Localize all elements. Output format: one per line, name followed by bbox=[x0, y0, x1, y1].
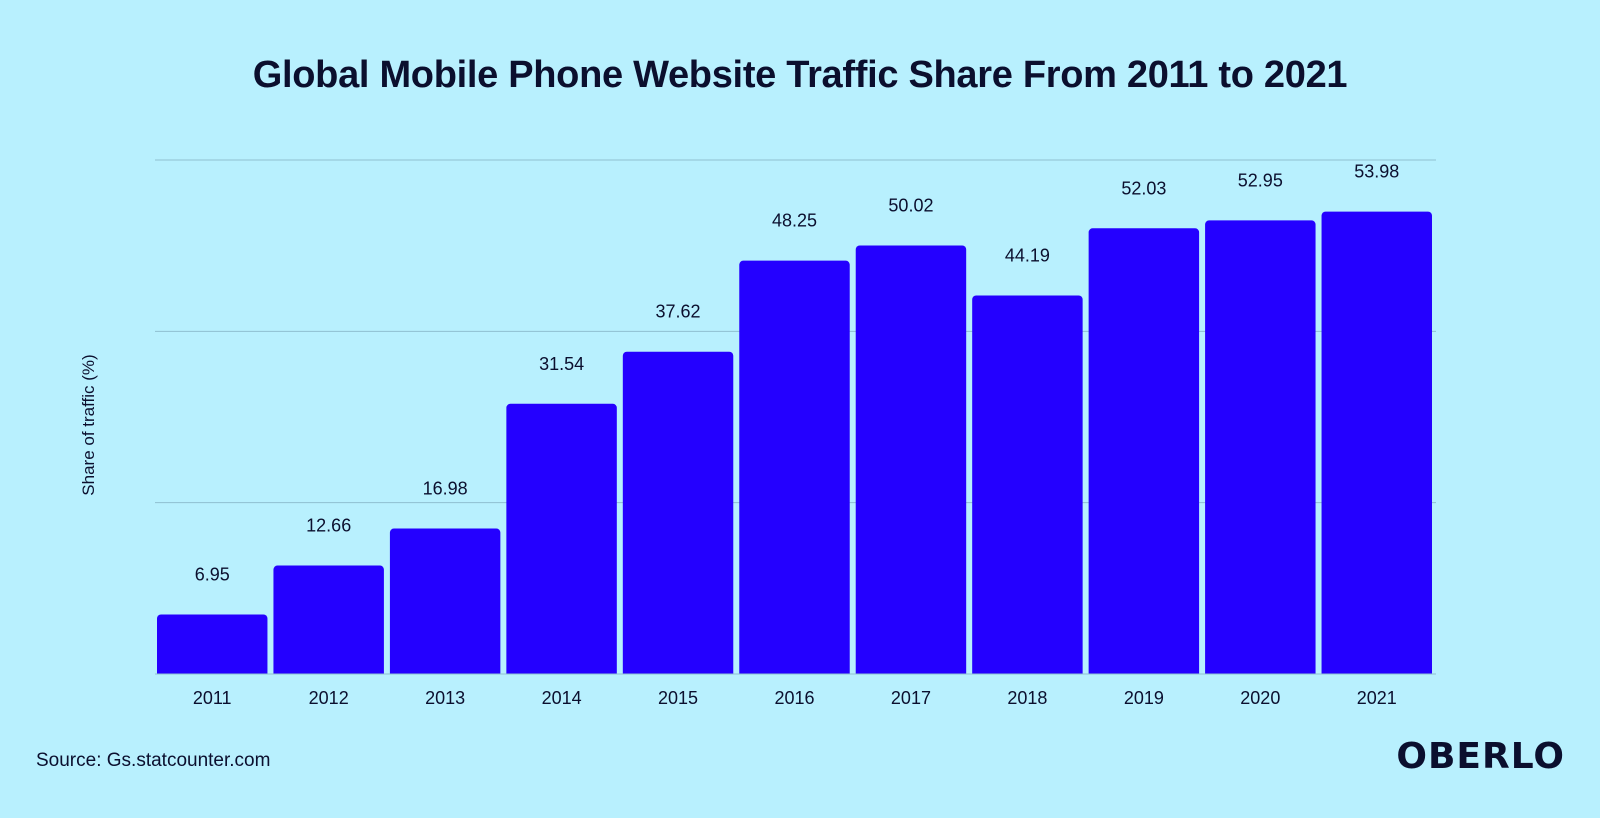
bar-2018 bbox=[972, 295, 1083, 678]
bar-2016 bbox=[739, 260, 850, 678]
x-tick-2013: 2013 bbox=[425, 688, 465, 708]
value-label-2012: 12.66 bbox=[306, 516, 351, 536]
value-label-2018: 44.19 bbox=[1005, 245, 1050, 265]
bar-2019 bbox=[1088, 228, 1200, 678]
bars bbox=[153, 211, 1438, 680]
bar-2013 bbox=[389, 528, 501, 678]
baseline-mask bbox=[153, 674, 1438, 680]
value-label-2016: 48.25 bbox=[772, 211, 817, 231]
source-note: Source: Gs.statcounter.com bbox=[36, 750, 271, 771]
bar-2020 bbox=[1205, 220, 1316, 678]
bar-2015 bbox=[622, 351, 734, 678]
value-labels: 6.95 12.66 16.98 31.54 37.62 48.25 50.02 44.19 5… bbox=[195, 162, 1400, 585]
value-label-2019: 52.03 bbox=[1121, 178, 1166, 198]
value-label-2013: 16.98 bbox=[423, 479, 468, 499]
x-tick-2016: 2016 bbox=[774, 688, 814, 708]
bar-2011 bbox=[157, 614, 268, 678]
oberlo-logo: OBERLO bbox=[1396, 736, 1565, 777]
x-tick-labels: 2011 2012 2013 2014 2015 2016 2017 2018 2019 2020… bbox=[193, 688, 1397, 708]
value-label-2014: 31.54 bbox=[539, 354, 584, 374]
value-label-2017: 50.02 bbox=[888, 195, 933, 215]
bar-2014 bbox=[506, 403, 617, 678]
x-tick-2019: 2019 bbox=[1124, 688, 1164, 708]
x-tick-2014: 2014 bbox=[542, 688, 582, 708]
value-label-2020: 52.95 bbox=[1238, 170, 1283, 190]
x-tick-2015: 2015 bbox=[658, 688, 698, 708]
x-tick-2020: 2020 bbox=[1240, 688, 1280, 708]
value-label-2015: 37.62 bbox=[656, 302, 701, 322]
chart-title: Global Mobile Phone Website Traffic Shar… bbox=[252, 54, 1348, 96]
value-label-2011: 6.95 bbox=[195, 564, 230, 584]
x-tick-2011: 2011 bbox=[193, 688, 232, 708]
bar-2012 bbox=[273, 565, 384, 678]
y-axis-label: Share of traffic (%) bbox=[79, 354, 98, 495]
value-label-2021: 53.98 bbox=[1354, 162, 1399, 182]
x-tick-2021: 2021 bbox=[1357, 688, 1397, 708]
x-tick-2012: 2012 bbox=[309, 688, 349, 708]
x-tick-2017: 2017 bbox=[891, 688, 931, 708]
x-tick-2018: 2018 bbox=[1007, 688, 1047, 708]
bar-2017 bbox=[855, 245, 967, 678]
bar-2021 bbox=[1321, 211, 1432, 678]
